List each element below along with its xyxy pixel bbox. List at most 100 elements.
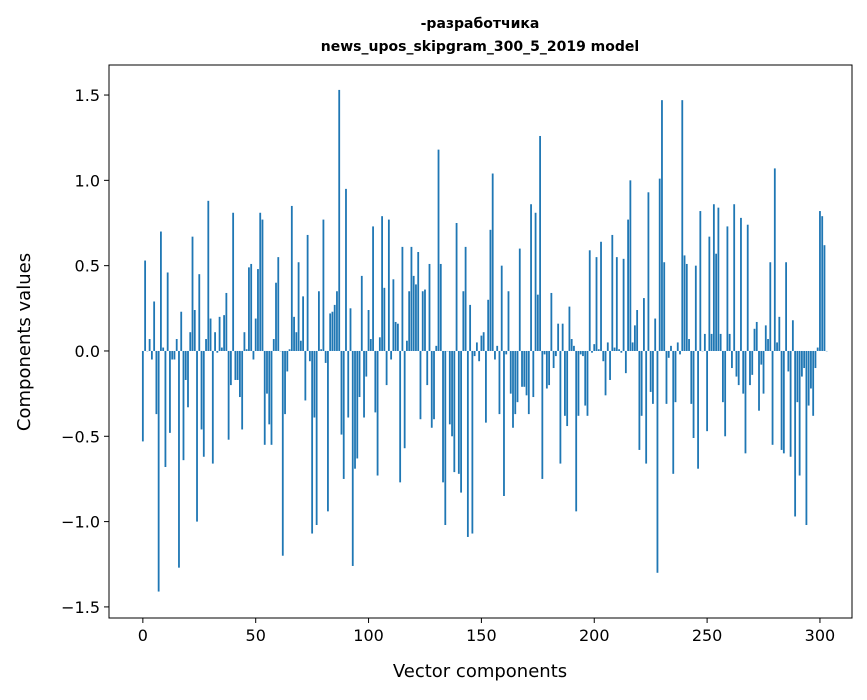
bar-17 [180, 312, 182, 351]
bar-217 [632, 342, 634, 351]
bar-208 [611, 235, 613, 351]
bar-75 [311, 351, 313, 534]
bar-23 [194, 310, 196, 351]
bar-241 [686, 264, 688, 351]
bar-213 [623, 259, 625, 351]
bar-285 [785, 262, 787, 351]
bar-116 [404, 351, 406, 448]
bar-196 [584, 351, 586, 406]
bar-293 [803, 351, 805, 368]
bar-184 [557, 324, 559, 351]
bar-254 [715, 254, 717, 351]
x-axis-label: Vector components [393, 661, 567, 682]
bar-150 [481, 336, 483, 351]
bar-24 [196, 351, 198, 522]
bar-152 [485, 351, 487, 423]
bar-228 [657, 351, 659, 573]
bar-56 [268, 351, 270, 424]
bar-178 [544, 351, 546, 354]
bar-138 [453, 351, 455, 472]
bar-183 [555, 351, 557, 356]
bar-287 [790, 351, 792, 457]
bar-301 [821, 216, 823, 351]
x-tick-label: 150 [466, 626, 497, 645]
bar-69 [298, 262, 300, 351]
bar-200 [593, 344, 595, 351]
bar-255 [717, 208, 719, 351]
bar-199 [591, 351, 593, 353]
y-tick-label: −1.5 [61, 598, 100, 617]
bar-40 [232, 213, 234, 351]
bar-274 [760, 351, 762, 365]
bar-51 [257, 269, 259, 351]
bar-295 [808, 351, 810, 406]
bar-54 [264, 351, 266, 445]
bar-93 [352, 351, 354, 566]
bar-167 [519, 249, 521, 351]
bar-193 [578, 351, 580, 416]
bar-25 [198, 274, 200, 351]
bar-136 [449, 351, 451, 424]
bar-21 [189, 332, 191, 351]
bar-259 [727, 226, 729, 351]
bar-62 [282, 351, 284, 556]
bar-106 [381, 216, 383, 351]
bar-49 [253, 351, 255, 360]
bar-0 [142, 351, 144, 441]
bar-103 [374, 351, 376, 412]
bar-114 [399, 351, 401, 482]
bar-275 [763, 351, 765, 394]
bar-15 [176, 339, 178, 351]
bar-291 [799, 351, 801, 476]
bar-175 [537, 295, 539, 351]
bar-110 [390, 351, 392, 360]
bar-151 [483, 332, 485, 351]
bar-76 [313, 351, 315, 418]
bar-299 [817, 348, 819, 351]
bar-230 [661, 100, 663, 351]
bar-261 [731, 351, 733, 368]
bar-204 [602, 351, 604, 361]
bar-207 [609, 351, 611, 380]
bar-143 [465, 247, 467, 351]
bar-100 [368, 310, 370, 351]
bar-244 [693, 351, 695, 438]
bar-290 [796, 351, 798, 402]
bar-97 [361, 276, 363, 351]
bar-53 [262, 220, 264, 351]
chart-title-line-1: -разработчика [421, 16, 540, 32]
bar-272 [756, 322, 758, 351]
bar-55 [266, 351, 268, 394]
bar-165 [514, 351, 516, 414]
bar-132 [440, 264, 442, 351]
bar-219 [636, 310, 638, 351]
bar-8 [160, 232, 162, 351]
bar-20 [187, 351, 189, 407]
bar-13 [171, 351, 173, 360]
x-tick-label: 200 [579, 626, 610, 645]
bar-139 [456, 223, 458, 351]
bar-181 [550, 293, 552, 351]
bar-210 [616, 257, 618, 351]
bar-47 [248, 267, 250, 351]
bar-171 [528, 351, 530, 414]
bar-220 [638, 351, 640, 450]
bar-71 [302, 296, 304, 351]
bar-115 [402, 247, 404, 351]
bar-50 [255, 319, 257, 351]
bar-281 [776, 342, 778, 351]
bar-234 [670, 346, 672, 351]
bar-10 [165, 351, 167, 467]
bar-148 [476, 342, 478, 351]
bar-215 [627, 220, 629, 351]
bar-268 [747, 225, 749, 351]
bar-73 [307, 235, 309, 351]
bar-43 [239, 351, 241, 397]
bar-186 [562, 324, 564, 351]
bar-280 [774, 168, 776, 351]
bar-79 [320, 349, 322, 351]
bar-188 [566, 351, 568, 426]
bar-243 [690, 351, 692, 404]
bar-257 [722, 351, 724, 402]
bar-140 [458, 351, 460, 474]
